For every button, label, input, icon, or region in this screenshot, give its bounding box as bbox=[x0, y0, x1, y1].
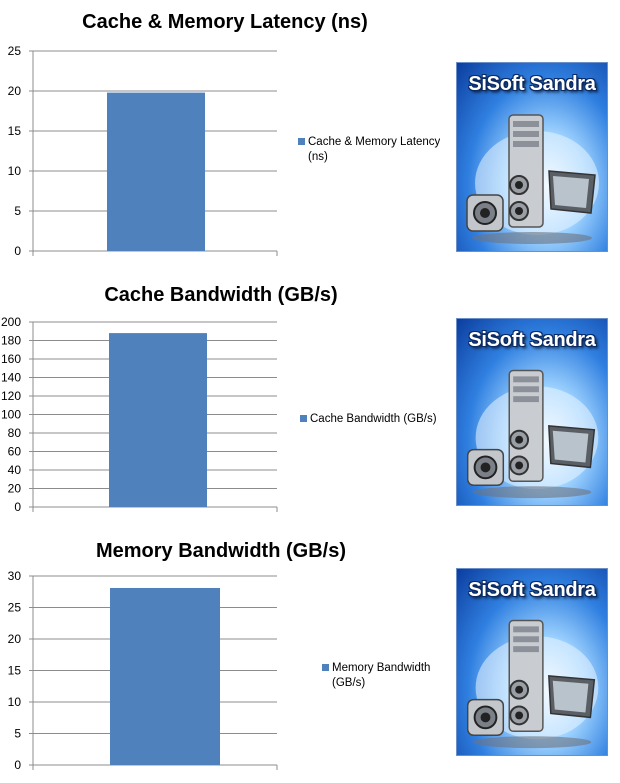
y-tick-label: 0 bbox=[14, 758, 21, 772]
computer-tower-icon bbox=[466, 369, 599, 499]
legend-swatch bbox=[322, 664, 329, 671]
y-tick-label: 5 bbox=[14, 204, 21, 218]
sisoft-sandra-logo: SiSoft Sandra bbox=[456, 318, 608, 506]
y-tick-label: 15 bbox=[8, 124, 22, 138]
computer-tower-icon bbox=[466, 619, 599, 749]
y-tick-label: 10 bbox=[8, 164, 22, 178]
legend-label: Memory Bandwidth (GB/s) bbox=[332, 662, 430, 689]
y-tick-label: 120 bbox=[1, 389, 21, 403]
bar bbox=[107, 92, 205, 251]
logo-text: SiSoft Sandra bbox=[468, 579, 596, 601]
y-tick-label: 200 bbox=[1, 315, 21, 329]
legend-swatch bbox=[300, 415, 307, 422]
legend-label: Cache Bandwidth (GB/s) bbox=[310, 413, 437, 425]
logo-text: SiSoft Sandra bbox=[468, 329, 596, 351]
y-tick-label: 30 bbox=[8, 569, 22, 583]
y-tick-label: 100 bbox=[1, 408, 21, 422]
y-tick-label: 20 bbox=[8, 482, 22, 496]
logo-text: SiSoft Sandra bbox=[468, 73, 596, 95]
y-tick-label: 25 bbox=[8, 601, 22, 615]
chart-title: Memory Bandwidth (GB/s) bbox=[96, 540, 346, 562]
latency-chart: Cache & Memory Latency (ns) 0 5 10 15 20 25 Cac… bbox=[8, 11, 440, 258]
chart-title: Cache Bandwidth (GB/s) bbox=[104, 284, 337, 306]
bar bbox=[110, 587, 220, 765]
bar bbox=[109, 333, 207, 507]
legend-swatch bbox=[298, 138, 305, 145]
memory-bandwidth-chart: Memory Bandwidth (GB/s) 0 5 10 15 20 25 30 Memor… bbox=[8, 540, 431, 772]
y-tick-label: 40 bbox=[8, 463, 22, 477]
chart-title: Cache & Memory Latency (ns) bbox=[82, 11, 368, 33]
y-tick-label: 0 bbox=[14, 244, 21, 258]
y-tick-label: 80 bbox=[8, 426, 22, 440]
y-tick-label: 140 bbox=[1, 371, 21, 385]
y-tick-label: 10 bbox=[8, 695, 22, 709]
sisoft-sandra-logo: SiSoft Sandra bbox=[456, 568, 608, 756]
y-tick-label: 160 bbox=[1, 352, 21, 366]
y-tick-label: 0 bbox=[14, 500, 21, 514]
y-tick-label: 15 bbox=[8, 664, 22, 678]
y-tick-label: 20 bbox=[8, 632, 22, 646]
cache-bandwidth-chart: Cache Bandwidth (GB/s) 0 20 40 60 80 100 120 140… bbox=[1, 284, 437, 514]
y-tick-label: 20 bbox=[8, 84, 22, 98]
sisoft-sandra-logo: SiSoft Sandra bbox=[456, 62, 608, 252]
y-tick-label: 25 bbox=[8, 44, 22, 58]
legend-label: Cache & Memory Latency (ns) bbox=[308, 136, 440, 163]
computer-tower-icon bbox=[466, 114, 599, 244]
y-tick-label: 60 bbox=[8, 445, 22, 459]
y-tick-label: 5 bbox=[14, 727, 21, 741]
y-tick-label: 180 bbox=[1, 334, 21, 348]
